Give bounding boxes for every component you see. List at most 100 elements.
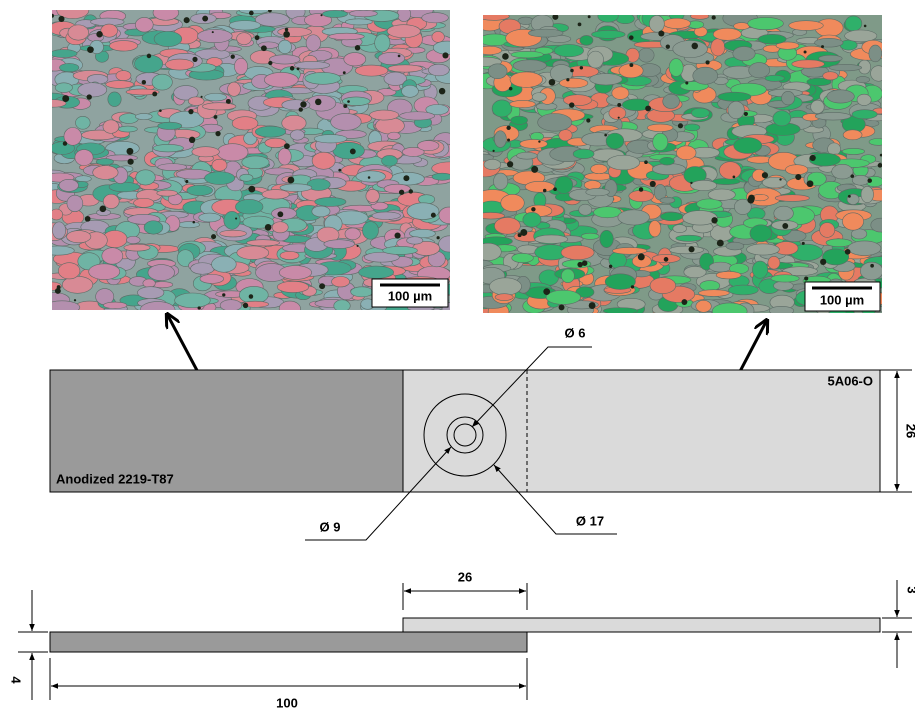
- grain: [384, 184, 410, 193]
- pore: [507, 139, 510, 142]
- grain: [525, 181, 554, 192]
- grain: [165, 59, 194, 70]
- pore: [617, 103, 621, 107]
- pore: [142, 80, 146, 84]
- grain: [158, 122, 182, 129]
- grain: [324, 240, 355, 249]
- grain: [67, 195, 83, 211]
- grain: [153, 5, 179, 20]
- grain: [58, 263, 80, 279]
- grain: [475, 243, 501, 260]
- grain: [280, 184, 312, 192]
- grain: [494, 217, 520, 234]
- grain: [494, 173, 508, 190]
- pore: [848, 195, 851, 198]
- grain: [871, 218, 891, 232]
- pore: [192, 221, 195, 224]
- pore: [779, 178, 781, 180]
- grain: [708, 189, 735, 200]
- pore: [299, 107, 303, 111]
- pore: [290, 66, 295, 71]
- pore: [870, 264, 874, 268]
- grain: [773, 111, 791, 126]
- grain: [323, 10, 348, 17]
- grain: [134, 198, 154, 207]
- pore: [804, 277, 808, 281]
- pore: [343, 104, 347, 108]
- pore: [243, 303, 248, 308]
- pore: [706, 60, 710, 64]
- pore: [782, 223, 788, 229]
- grain: [433, 41, 461, 54]
- grain: [691, 108, 709, 118]
- grain: [684, 124, 699, 131]
- grain: [653, 133, 668, 150]
- pore: [810, 155, 816, 161]
- grain: [103, 120, 119, 133]
- grain: [237, 33, 252, 45]
- pore: [285, 28, 288, 31]
- pore: [639, 187, 643, 191]
- grain: [758, 34, 786, 44]
- grain: [660, 197, 675, 203]
- grain: [663, 94, 680, 108]
- pore: [394, 232, 400, 238]
- grain: [269, 55, 300, 64]
- grain: [345, 19, 372, 25]
- grain: [852, 110, 877, 119]
- grain: [769, 306, 794, 315]
- pore: [645, 106, 651, 112]
- grain: [278, 148, 291, 165]
- pore: [287, 177, 294, 184]
- grain: [510, 100, 536, 107]
- grain: [188, 97, 204, 106]
- grain: [59, 63, 78, 71]
- pore: [609, 265, 612, 268]
- grain: [513, 60, 546, 72]
- grain: [199, 213, 221, 222]
- dimension-label: 3: [905, 586, 915, 593]
- pore: [357, 245, 359, 247]
- grain: [573, 149, 594, 159]
- grain: [242, 156, 269, 169]
- grain: [388, 65, 423, 72]
- grain: [67, 231, 91, 243]
- pore: [570, 69, 574, 73]
- grain: [329, 33, 365, 40]
- grain: [765, 75, 784, 81]
- grain: [588, 51, 604, 68]
- grain: [581, 233, 599, 239]
- pore: [802, 242, 805, 245]
- grain: [175, 293, 211, 308]
- grain: [307, 95, 336, 111]
- pore: [506, 126, 510, 130]
- pore: [664, 257, 669, 262]
- grain: [314, 135, 347, 143]
- grain: [140, 302, 175, 319]
- grain: [711, 39, 725, 56]
- grain: [234, 58, 247, 74]
- pore: [762, 172, 768, 178]
- pore: [604, 134, 607, 137]
- pore: [50, 14, 54, 18]
- grain: [842, 148, 864, 154]
- pore: [492, 150, 494, 152]
- grain: [823, 249, 849, 265]
- grain: [78, 83, 107, 97]
- pore: [255, 35, 260, 40]
- grain: [135, 113, 152, 119]
- grain: [294, 61, 330, 69]
- grain: [591, 164, 608, 174]
- grain: [612, 247, 647, 254]
- grain: [512, 253, 534, 262]
- grain: [59, 179, 78, 191]
- pore: [509, 87, 513, 91]
- grain: [378, 52, 405, 64]
- grain: [220, 230, 247, 237]
- dimension-label: 100: [276, 695, 298, 710]
- grain: [192, 147, 220, 157]
- grain: [432, 173, 452, 180]
- pore: [283, 31, 290, 38]
- grain: [152, 74, 172, 90]
- pore: [678, 123, 683, 128]
